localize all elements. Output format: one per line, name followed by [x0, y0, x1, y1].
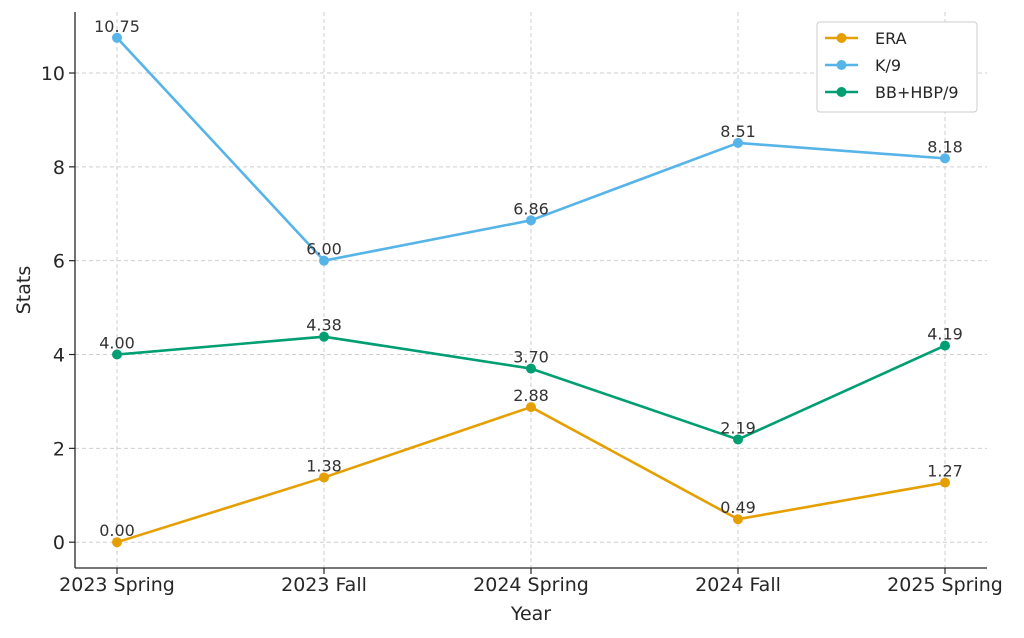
data-point-era — [112, 537, 122, 548]
data-point-era — [733, 514, 743, 525]
data-point-era — [940, 477, 950, 488]
data-point-k-9 — [319, 255, 329, 266]
data-label-k-9: 8.18 — [927, 137, 963, 156]
legend-marker-era — [836, 33, 847, 43]
data-label-bb-hbp-9: 4.00 — [99, 334, 135, 353]
x-axis-title: Year — [510, 603, 551, 625]
data-label-k-9: 8.51 — [720, 122, 756, 141]
x-tick-label: 2024 Spring — [473, 574, 589, 596]
data-point-era — [526, 402, 536, 413]
series — [112, 32, 950, 548]
data-labels: 0.00 1.38 2.88 0.49 1.27 10.75 6.00 6.86 8.51 8.1… — [94, 17, 963, 540]
data-label-bb-hbp-9: 3.70 — [513, 348, 549, 367]
y-tick-label: 2 — [53, 438, 65, 460]
y-axis-title: Stats — [13, 266, 35, 315]
y-tick-label: 6 — [53, 251, 65, 273]
x-tick-label: 2023 Fall — [281, 574, 367, 596]
y-tick-label: 10 — [41, 63, 65, 85]
x-tick-label: 2023 Spring — [59, 574, 175, 596]
data-label-era: 1.38 — [306, 456, 342, 475]
data-label-era: 1.27 — [927, 462, 963, 481]
legend-label-era: ERA — [875, 29, 907, 48]
data-point-bb-hbp-9 — [319, 331, 329, 342]
data-point-k-9 — [112, 32, 122, 43]
legend-marker-bb-hbp-9 — [836, 87, 847, 97]
data-label-k-9: 6.86 — [513, 199, 549, 218]
legend-box — [816, 21, 978, 113]
data-point-bb-hbp-9 — [112, 349, 122, 360]
data-point-k-9 — [526, 215, 536, 226]
ticks: 0 2 4 6 8 10 2023 Spring 2023 Fall 2024 Spring 20… — [41, 63, 1003, 596]
data-point-k-9 — [940, 153, 950, 164]
data-label-era: 2.88 — [513, 386, 549, 405]
data-label-era: 0.49 — [720, 498, 756, 517]
data-point-bb-hbp-9 — [733, 434, 743, 445]
data-point-bb-hbp-9 — [526, 363, 536, 374]
data-point-bb-hbp-9 — [940, 340, 950, 351]
data-label-bb-hbp-9: 4.19 — [927, 325, 963, 344]
data-label-k-9: 6.00 — [306, 240, 342, 259]
data-point-k-9 — [733, 137, 743, 148]
data-label-era: 0.00 — [99, 521, 135, 540]
legend: ERA K/9 BB+HBP/9 — [816, 21, 978, 113]
x-tick-label: 2024 Fall — [695, 574, 781, 596]
data-label-bb-hbp-9: 2.19 — [720, 418, 756, 437]
legend-label-k-9: K/9 — [875, 56, 901, 75]
legend-marker-k-9 — [836, 60, 847, 70]
data-point-era — [319, 472, 329, 483]
x-tick-label: 2025 Spring — [887, 574, 1003, 596]
y-tick-label: 0 — [53, 532, 65, 554]
data-label-k-9: 10.75 — [94, 17, 140, 36]
y-tick-label: 4 — [53, 345, 65, 367]
y-tick-label: 8 — [53, 157, 65, 179]
data-label-bb-hbp-9: 4.38 — [306, 316, 342, 335]
legend-label-bb-hbp-9: BB+HBP/9 — [875, 83, 959, 102]
